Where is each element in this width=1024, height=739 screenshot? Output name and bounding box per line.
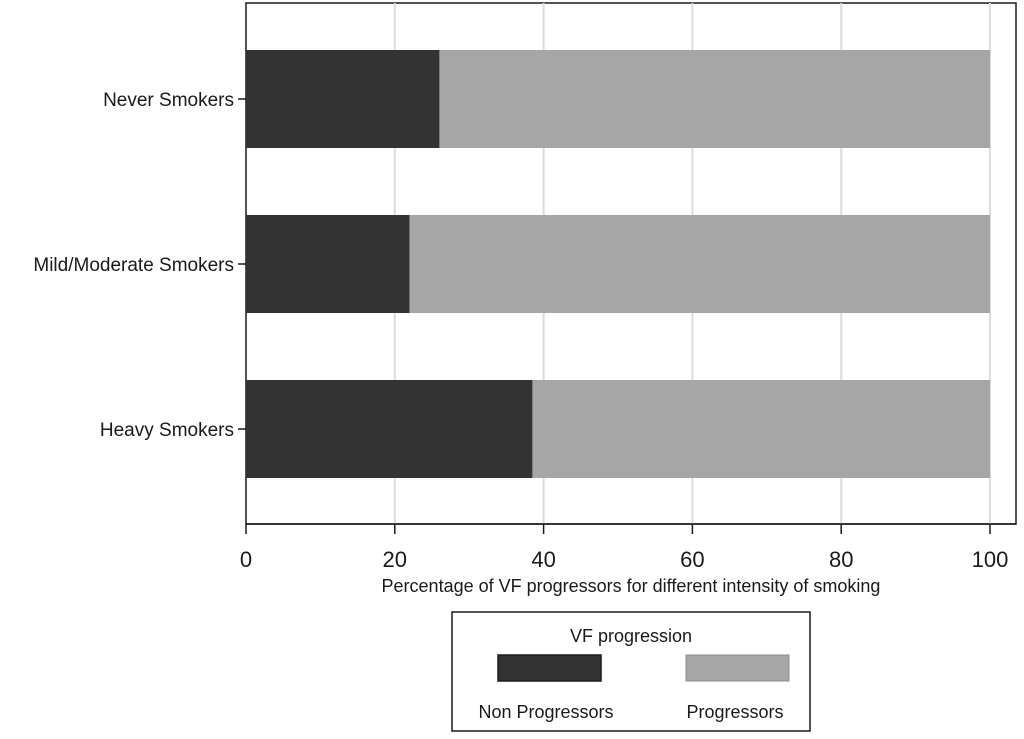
bar-never-smokers-non-progressors <box>246 50 440 148</box>
legend-swatch-progressors <box>685 654 790 682</box>
x-axis-label: Percentage of VF progressors for differe… <box>382 576 881 596</box>
category-label-mild-moderate-smokers: Mild/Moderate Smokers <box>33 255 234 276</box>
x-tick-label-0: 0 <box>240 547 252 572</box>
x-axis-ticks: 0 20 40 60 80 100 <box>240 524 1008 572</box>
legend-swatch-non-progressors <box>497 654 602 682</box>
bar-mild-moderate-smokers-non-progressors <box>246 215 410 313</box>
bar-heavy-smokers-progressors <box>532 380 990 478</box>
x-tick-label-20: 20 <box>383 547 407 572</box>
x-tick-label-100: 100 <box>972 547 1009 572</box>
legend: VF progression Non Progressors Progresso… <box>451 611 811 732</box>
x-tick-label-80: 80 <box>829 547 853 572</box>
legend-label-progressors: Progressors <box>686 702 783 722</box>
legend-label-non-progressors: Non Progressors <box>478 702 613 722</box>
bars <box>246 50 990 478</box>
category-label-never-smokers: Never Smokers <box>103 90 234 111</box>
category-labels: Never Smokers Mild/Moderate Smokers Heavy … <box>33 90 246 441</box>
bar-never-smokers-progressors <box>439 50 990 148</box>
bar-heavy-smokers-non-progressors <box>246 380 533 478</box>
x-tick-label-40: 40 <box>531 547 555 572</box>
x-tick-label-60: 60 <box>680 547 704 572</box>
legend-title: VF progression <box>570 626 692 646</box>
category-label-heavy-smokers: Heavy Smokers <box>100 420 234 441</box>
bar-mild-moderate-smokers-progressors <box>409 215 990 313</box>
